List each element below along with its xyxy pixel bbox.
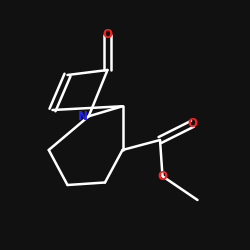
Text: O: O (102, 28, 113, 42)
Text: N: N (78, 110, 88, 123)
Text: O: O (158, 170, 168, 183)
Text: O: O (188, 117, 198, 130)
